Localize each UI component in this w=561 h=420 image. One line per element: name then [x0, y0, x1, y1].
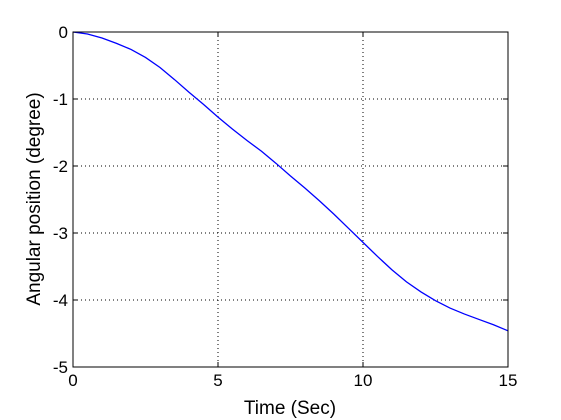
grid	[73, 32, 508, 367]
x-tick-label: 10	[354, 371, 373, 390]
x-tick-label: 5	[213, 371, 222, 390]
x-tick-label: 15	[499, 371, 518, 390]
y-tick-label: -3	[53, 224, 68, 243]
y-tick-label: 0	[59, 23, 68, 42]
plot-frame	[72, 31, 509, 368]
y-tick-label: -5	[53, 358, 68, 377]
y-tick-label: -4	[53, 291, 68, 310]
y-tick-label: -2	[53, 157, 68, 176]
x-axis-label: Time (Sec)	[244, 398, 336, 419]
plot-area	[72, 31, 509, 368]
y-tick-labels: 0 -1 -2 -3 -4 -5	[53, 23, 68, 377]
y-tick-label: -1	[53, 90, 68, 109]
x-tick-label: 0	[68, 371, 77, 390]
x-tick-labels: 0 5 10 15	[68, 371, 517, 390]
series-line	[72, 31, 509, 332]
y-axis-label: Angular position (degree)	[24, 92, 45, 305]
